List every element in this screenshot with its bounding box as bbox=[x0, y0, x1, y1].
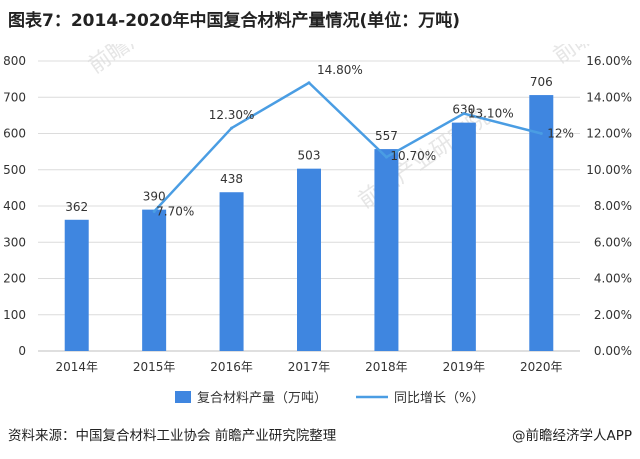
x-axis-tick-label: 2017年 bbox=[288, 360, 331, 374]
x-axis-tick-label: 2014年 bbox=[55, 360, 98, 374]
bar bbox=[219, 192, 244, 351]
bar bbox=[297, 168, 321, 351]
bar bbox=[374, 149, 399, 351]
chart-title: 图表7：2014-2020年中国复合材料产量情况(单位：万吨) bbox=[8, 11, 461, 31]
growth-value-label: 12% bbox=[547, 127, 574, 141]
right-axis-tick-label: 14.00% bbox=[586, 90, 632, 104]
growth-line bbox=[153, 81, 542, 213]
bar-value-label: 362 bbox=[65, 200, 88, 214]
right-axis-tick-label: 4.00% bbox=[594, 272, 632, 286]
bar bbox=[64, 219, 89, 351]
bar bbox=[529, 95, 554, 351]
bar-value-label: 630 bbox=[452, 103, 475, 117]
right-axis-tick-label: 2.00% bbox=[594, 308, 632, 322]
growth-point bbox=[539, 132, 543, 135]
bar-value-label: 503 bbox=[298, 149, 321, 163]
bar-value-label: 390 bbox=[143, 190, 166, 204]
bar-value-label: 438 bbox=[220, 172, 243, 186]
combo-chart: 前瞻产业研究院前瞻产业研究院前瞻产业研究院 010020030040050060… bbox=[3, 44, 640, 406]
left-axis-tick-label: 500 bbox=[3, 163, 26, 177]
left-axis-tick-label: 600 bbox=[3, 127, 26, 141]
x-axis-tick-label: 2020年 bbox=[520, 360, 563, 374]
growth-point bbox=[384, 155, 388, 159]
right-axis-tick-label: 16.00% bbox=[586, 54, 632, 68]
bar-value-label: 557 bbox=[375, 129, 398, 143]
left-axis-tick-label: 800 bbox=[3, 54, 26, 68]
x-axis-tick-label: 2019年 bbox=[443, 360, 486, 374]
right-axis-tick-label: 6.00% bbox=[594, 235, 632, 249]
x-axis-tick-label: 2018年 bbox=[365, 360, 408, 374]
left-axis-tick-label: 300 bbox=[3, 235, 26, 249]
growth-value-label: 10.70% bbox=[390, 149, 436, 163]
growth-point bbox=[152, 209, 156, 213]
bar-value-label: 706 bbox=[530, 75, 553, 89]
right-axis-tick-label: 8.00% bbox=[594, 199, 632, 213]
right-axis-tick-label: 0.00% bbox=[594, 344, 632, 358]
legend-swatch-bar bbox=[175, 391, 191, 403]
growth-point bbox=[462, 112, 466, 116]
growth-value-label: 12.30% bbox=[209, 108, 255, 122]
left-axis-tick-label: 0 bbox=[18, 344, 26, 358]
right-axis-tick-label: 10.00% bbox=[586, 163, 632, 177]
growth-value-label: 14.80% bbox=[317, 63, 363, 77]
left-axis-tick-label: 200 bbox=[3, 272, 26, 286]
left-axis-tick-label: 400 bbox=[3, 199, 26, 213]
source-note: 资料来源：中国复合材料工业协会 前瞻产业研究院整理 bbox=[8, 428, 337, 444]
growth-value-label: 13.10% bbox=[468, 107, 514, 121]
left-axis-tick-label: 100 bbox=[3, 308, 26, 322]
right-axis-tick-label: 12.00% bbox=[586, 127, 632, 141]
growth-point bbox=[307, 81, 311, 85]
x-axis-tick-label: 2016年 bbox=[210, 360, 253, 374]
bar bbox=[142, 209, 167, 351]
bar bbox=[451, 122, 476, 351]
legend-label-bar: 复合材料产量（万吨） bbox=[197, 391, 327, 406]
x-axis-tick-label: 2015年 bbox=[133, 360, 176, 374]
left-axis-tick-label: 700 bbox=[3, 90, 26, 104]
growth-value-label: 7.70% bbox=[156, 204, 194, 218]
footer: 资料来源：中国复合材料工业协会 前瞻产业研究院整理 @前瞻经济学人APP bbox=[8, 424, 632, 448]
growth-point bbox=[230, 126, 234, 130]
credit-text: @前瞻经济学人APP bbox=[511, 428, 632, 444]
legend-label-line: 同比增长（%） bbox=[394, 391, 484, 406]
